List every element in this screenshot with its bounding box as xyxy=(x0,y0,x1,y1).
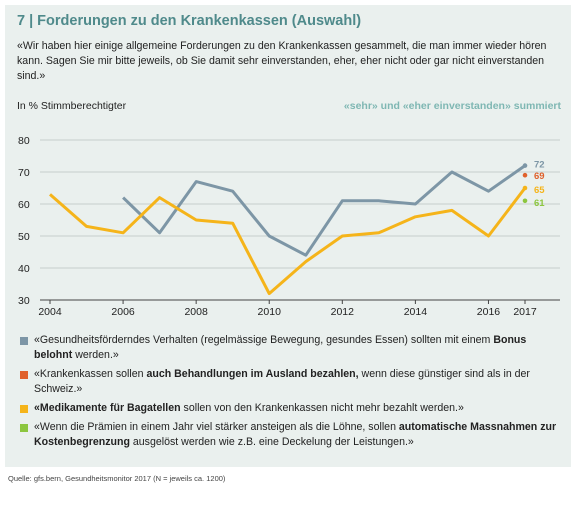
end-marker-bonus xyxy=(522,163,528,168)
x-axis-ticks: 2004 2006 2008 2010 2012 2014 2016 2017 xyxy=(38,300,537,318)
x-tick-label: 2016 xyxy=(477,306,501,318)
legend-swatch xyxy=(20,336,28,345)
chart-series xyxy=(49,163,528,296)
legend-item: «Medikamente für Bagatellen sollen von d… xyxy=(20,401,560,416)
x-tick-label: 2012 xyxy=(331,306,355,318)
chart-title: 7 | Forderungen zu den Krankenkassen (Au… xyxy=(17,13,362,29)
x-tick-label: 2014 xyxy=(404,306,428,318)
legend-text-part: werden.» xyxy=(72,349,119,361)
y-tick-label: 30 xyxy=(18,295,30,307)
series-line-bonus xyxy=(122,164,526,257)
x-tick-label: 2010 xyxy=(258,306,282,318)
legend-item: «Wenn die Prämien in einem Jahr viel stä… xyxy=(20,420,560,450)
legend-text-bold: Bonus belohnt xyxy=(34,334,527,361)
legend-text-part: «Gesundheitsförderndes Verhalten (regelm… xyxy=(34,334,494,346)
legend-swatch xyxy=(20,423,28,432)
y-tick-label: 70 xyxy=(18,167,30,179)
legend-text: «Wenn die Prämien in einem Jahr viel stä… xyxy=(34,420,560,450)
legend-text-bold: «Medikamente für Bagatellen xyxy=(34,402,181,414)
legend-item: «Gesundheitsförderndes Verhalten (regelm… xyxy=(20,333,560,363)
end-label-bagatellen: 65 xyxy=(534,185,545,196)
y-tick-label: 80 xyxy=(18,135,30,147)
end-label-ausland: 69 xyxy=(534,171,545,182)
y-tick-label: 40 xyxy=(18,263,30,275)
end-label-bonus: 72 xyxy=(534,160,545,171)
legend-item: «Krankenkassen sollen auch Behandlungen … xyxy=(20,367,560,397)
legend-text-part: sollen von den Krankenkassen nicht mehr … xyxy=(180,402,464,414)
x-tick-label: 2004 xyxy=(38,306,62,318)
y-axis-ticks: 30 40 50 60 70 80 xyxy=(18,135,30,307)
y-tick-label: 60 xyxy=(18,199,30,211)
x-tick-label: 2017 xyxy=(513,306,537,318)
y-tick-label: 50 xyxy=(18,231,30,243)
legend-text-part: «Wenn die Prämien in einem Jahr viel stä… xyxy=(34,421,399,433)
legend-swatch xyxy=(20,404,28,413)
legend-text: «Krankenkassen sollen auch Behandlungen … xyxy=(34,367,560,397)
series-line-bagatellen xyxy=(49,187,527,296)
legend-text: «Gesundheitsförderndes Verhalten (regelm… xyxy=(34,333,560,363)
legend-text-bold: automatische Massnahmen zur Kostenbegren… xyxy=(34,421,557,448)
legend: «Gesundheitsförderndes Verhalten (regelm… xyxy=(20,333,560,454)
line-chart: 30 40 50 60 70 80 2004 2006 2008 2010 2012 2014 201… xyxy=(18,135,560,318)
x-tick-label: 2006 xyxy=(111,306,135,318)
legend-text-part: wenn diese günstiger sind als in der Sch… xyxy=(34,368,530,395)
legend-text-part: «Krankenkassen sollen xyxy=(34,368,147,380)
x-tick-label: 2008 xyxy=(184,306,208,318)
end-label-praemien: 61 xyxy=(534,198,545,209)
y-axis-label: In % Stimmberechtigter xyxy=(17,100,127,112)
legend-swatch xyxy=(20,370,28,379)
end-marker-bagatellen xyxy=(522,185,528,191)
source-note: Quelle: gfs.bern, Gesundheitsmonitor 201… xyxy=(8,474,226,483)
legend-text-part: ausgelöst werden wie z.B. eine Deckelung… xyxy=(129,436,414,448)
end-marker-ausland xyxy=(522,172,528,178)
chart-note: «sehr» und «eher einverstanden» summiert xyxy=(343,100,561,112)
legend-text: «Medikamente für Bagatellen sollen von d… xyxy=(34,401,464,416)
legend-text-bold: auch Behandlungen im Ausland bezahlen, xyxy=(146,368,359,380)
end-marker-praemien xyxy=(522,198,528,204)
chart-grid xyxy=(40,139,560,301)
survey-question: «Wir haben hier einige allgemeine Forder… xyxy=(17,40,547,82)
